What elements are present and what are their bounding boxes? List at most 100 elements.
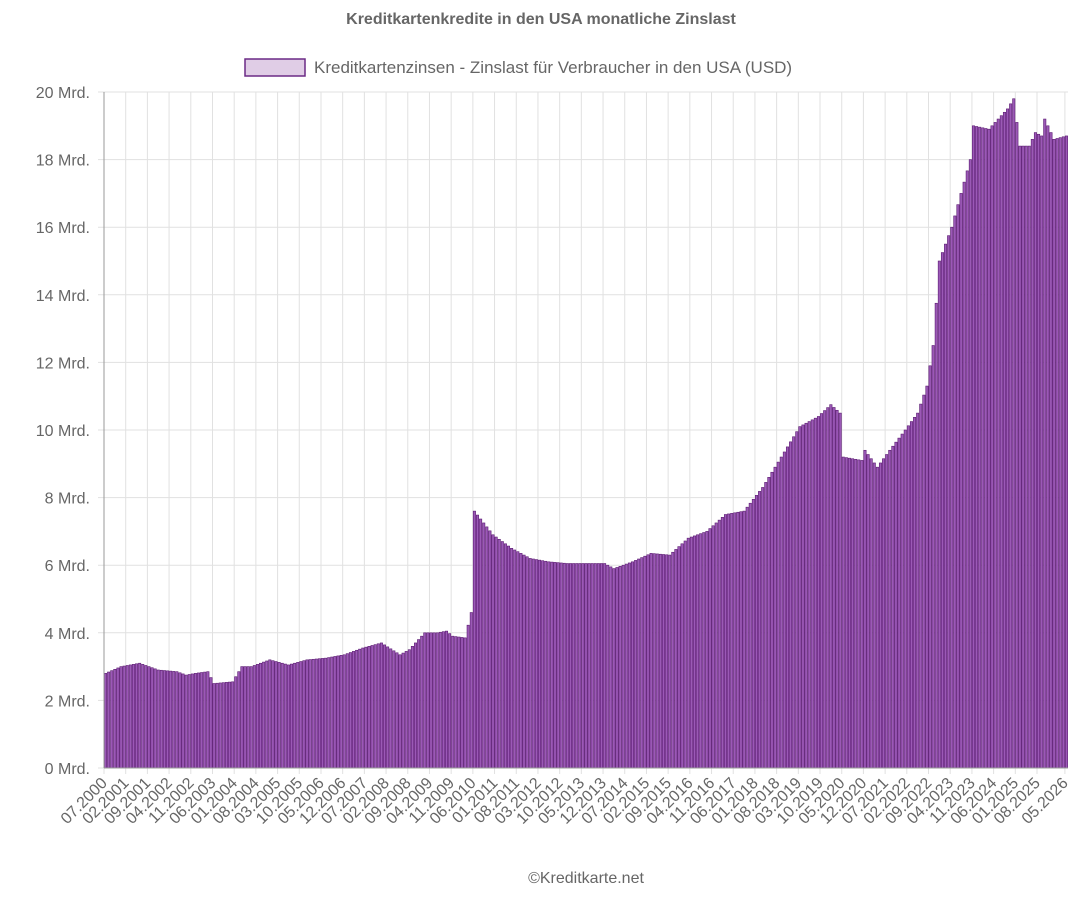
bar[interactable] (612, 568, 616, 769)
bar[interactable] (590, 563, 594, 769)
bar[interactable] (383, 644, 387, 769)
bar[interactable] (355, 649, 359, 769)
bar[interactable] (286, 664, 290, 769)
bar[interactable] (711, 525, 715, 769)
bar[interactable] (609, 566, 613, 769)
bar[interactable] (410, 646, 414, 769)
bar[interactable] (119, 666, 123, 769)
bar[interactable] (153, 668, 157, 769)
bar[interactable] (953, 215, 957, 769)
bar[interactable] (352, 651, 356, 769)
bar[interactable] (463, 637, 467, 769)
bar[interactable] (240, 666, 244, 769)
bar[interactable] (795, 431, 799, 769)
bar[interactable] (537, 559, 541, 769)
bar[interactable] (302, 660, 306, 769)
bar[interactable] (1024, 145, 1028, 769)
bar[interactable] (243, 666, 247, 769)
bar[interactable] (513, 549, 517, 769)
bar[interactable] (510, 547, 514, 769)
bar[interactable] (900, 433, 904, 769)
bar[interactable] (736, 511, 740, 769)
bar[interactable] (1012, 98, 1016, 769)
bar[interactable] (265, 660, 269, 769)
bar[interactable] (476, 514, 480, 769)
bar[interactable] (156, 669, 160, 769)
bar[interactable] (593, 563, 597, 769)
bar[interactable] (655, 553, 659, 769)
bar[interactable] (1049, 132, 1053, 769)
bar[interactable] (364, 646, 368, 769)
bar[interactable] (321, 658, 325, 769)
bar[interactable] (618, 566, 622, 769)
bar[interactable] (231, 681, 235, 769)
bar[interactable] (832, 407, 836, 769)
bar[interactable] (990, 125, 994, 769)
bar[interactable] (919, 403, 923, 769)
bar[interactable] (630, 561, 634, 769)
bar[interactable] (159, 669, 163, 769)
bar[interactable] (339, 655, 343, 769)
bar[interactable] (894, 441, 898, 769)
bar[interactable] (748, 502, 752, 769)
bar[interactable] (296, 662, 300, 769)
bar[interactable] (166, 670, 170, 769)
bar[interactable] (615, 567, 619, 769)
bar[interactable] (643, 555, 647, 769)
bar[interactable] (987, 128, 991, 769)
bar[interactable] (252, 665, 256, 769)
bar[interactable] (187, 674, 191, 769)
bar[interactable] (767, 477, 771, 769)
bar[interactable] (441, 631, 445, 769)
bar[interactable] (373, 644, 377, 769)
bar[interactable] (699, 533, 703, 769)
bar[interactable] (392, 650, 396, 769)
bar[interactable] (844, 457, 848, 769)
bar[interactable] (342, 654, 346, 769)
bar[interactable] (947, 235, 951, 769)
bar[interactable] (789, 441, 793, 769)
bar[interactable] (720, 517, 724, 769)
bar[interactable] (497, 538, 501, 769)
bar[interactable] (717, 519, 721, 769)
bar[interactable] (863, 449, 867, 769)
bar[interactable] (311, 658, 315, 769)
bar[interactable] (361, 647, 365, 769)
bar[interactable] (878, 462, 882, 769)
bar[interactable] (758, 491, 762, 769)
bar[interactable] (959, 193, 963, 769)
bar[interactable] (624, 563, 628, 769)
bar[interactable] (885, 454, 889, 769)
bar[interactable] (494, 536, 498, 769)
bar[interactable] (305, 659, 309, 769)
bar[interactable] (652, 553, 656, 769)
bar[interactable] (823, 410, 827, 769)
bar[interactable] (237, 671, 241, 769)
bar[interactable] (1002, 111, 1006, 769)
bar[interactable] (733, 512, 737, 769)
bar[interactable] (745, 506, 749, 769)
bar[interactable] (978, 126, 982, 769)
bar[interactable] (634, 560, 638, 769)
bar[interactable] (386, 646, 390, 769)
bar[interactable] (956, 204, 960, 769)
bar[interactable] (212, 683, 216, 769)
bar[interactable] (727, 513, 731, 769)
bar[interactable] (519, 553, 523, 769)
bar[interactable] (841, 456, 845, 769)
bar[interactable] (705, 531, 709, 769)
bar[interactable] (370, 645, 374, 769)
bar[interactable] (224, 682, 228, 769)
bar[interactable] (482, 522, 486, 769)
bar[interactable] (472, 510, 476, 769)
bar[interactable] (764, 482, 768, 769)
bar[interactable] (640, 557, 644, 769)
bar[interactable] (779, 456, 783, 769)
bar[interactable] (851, 458, 855, 769)
bar[interactable] (330, 656, 334, 769)
bar[interactable] (925, 385, 929, 769)
bar[interactable] (661, 554, 665, 769)
bar[interactable] (454, 636, 458, 769)
bar[interactable] (414, 642, 418, 769)
bar[interactable] (606, 564, 610, 769)
